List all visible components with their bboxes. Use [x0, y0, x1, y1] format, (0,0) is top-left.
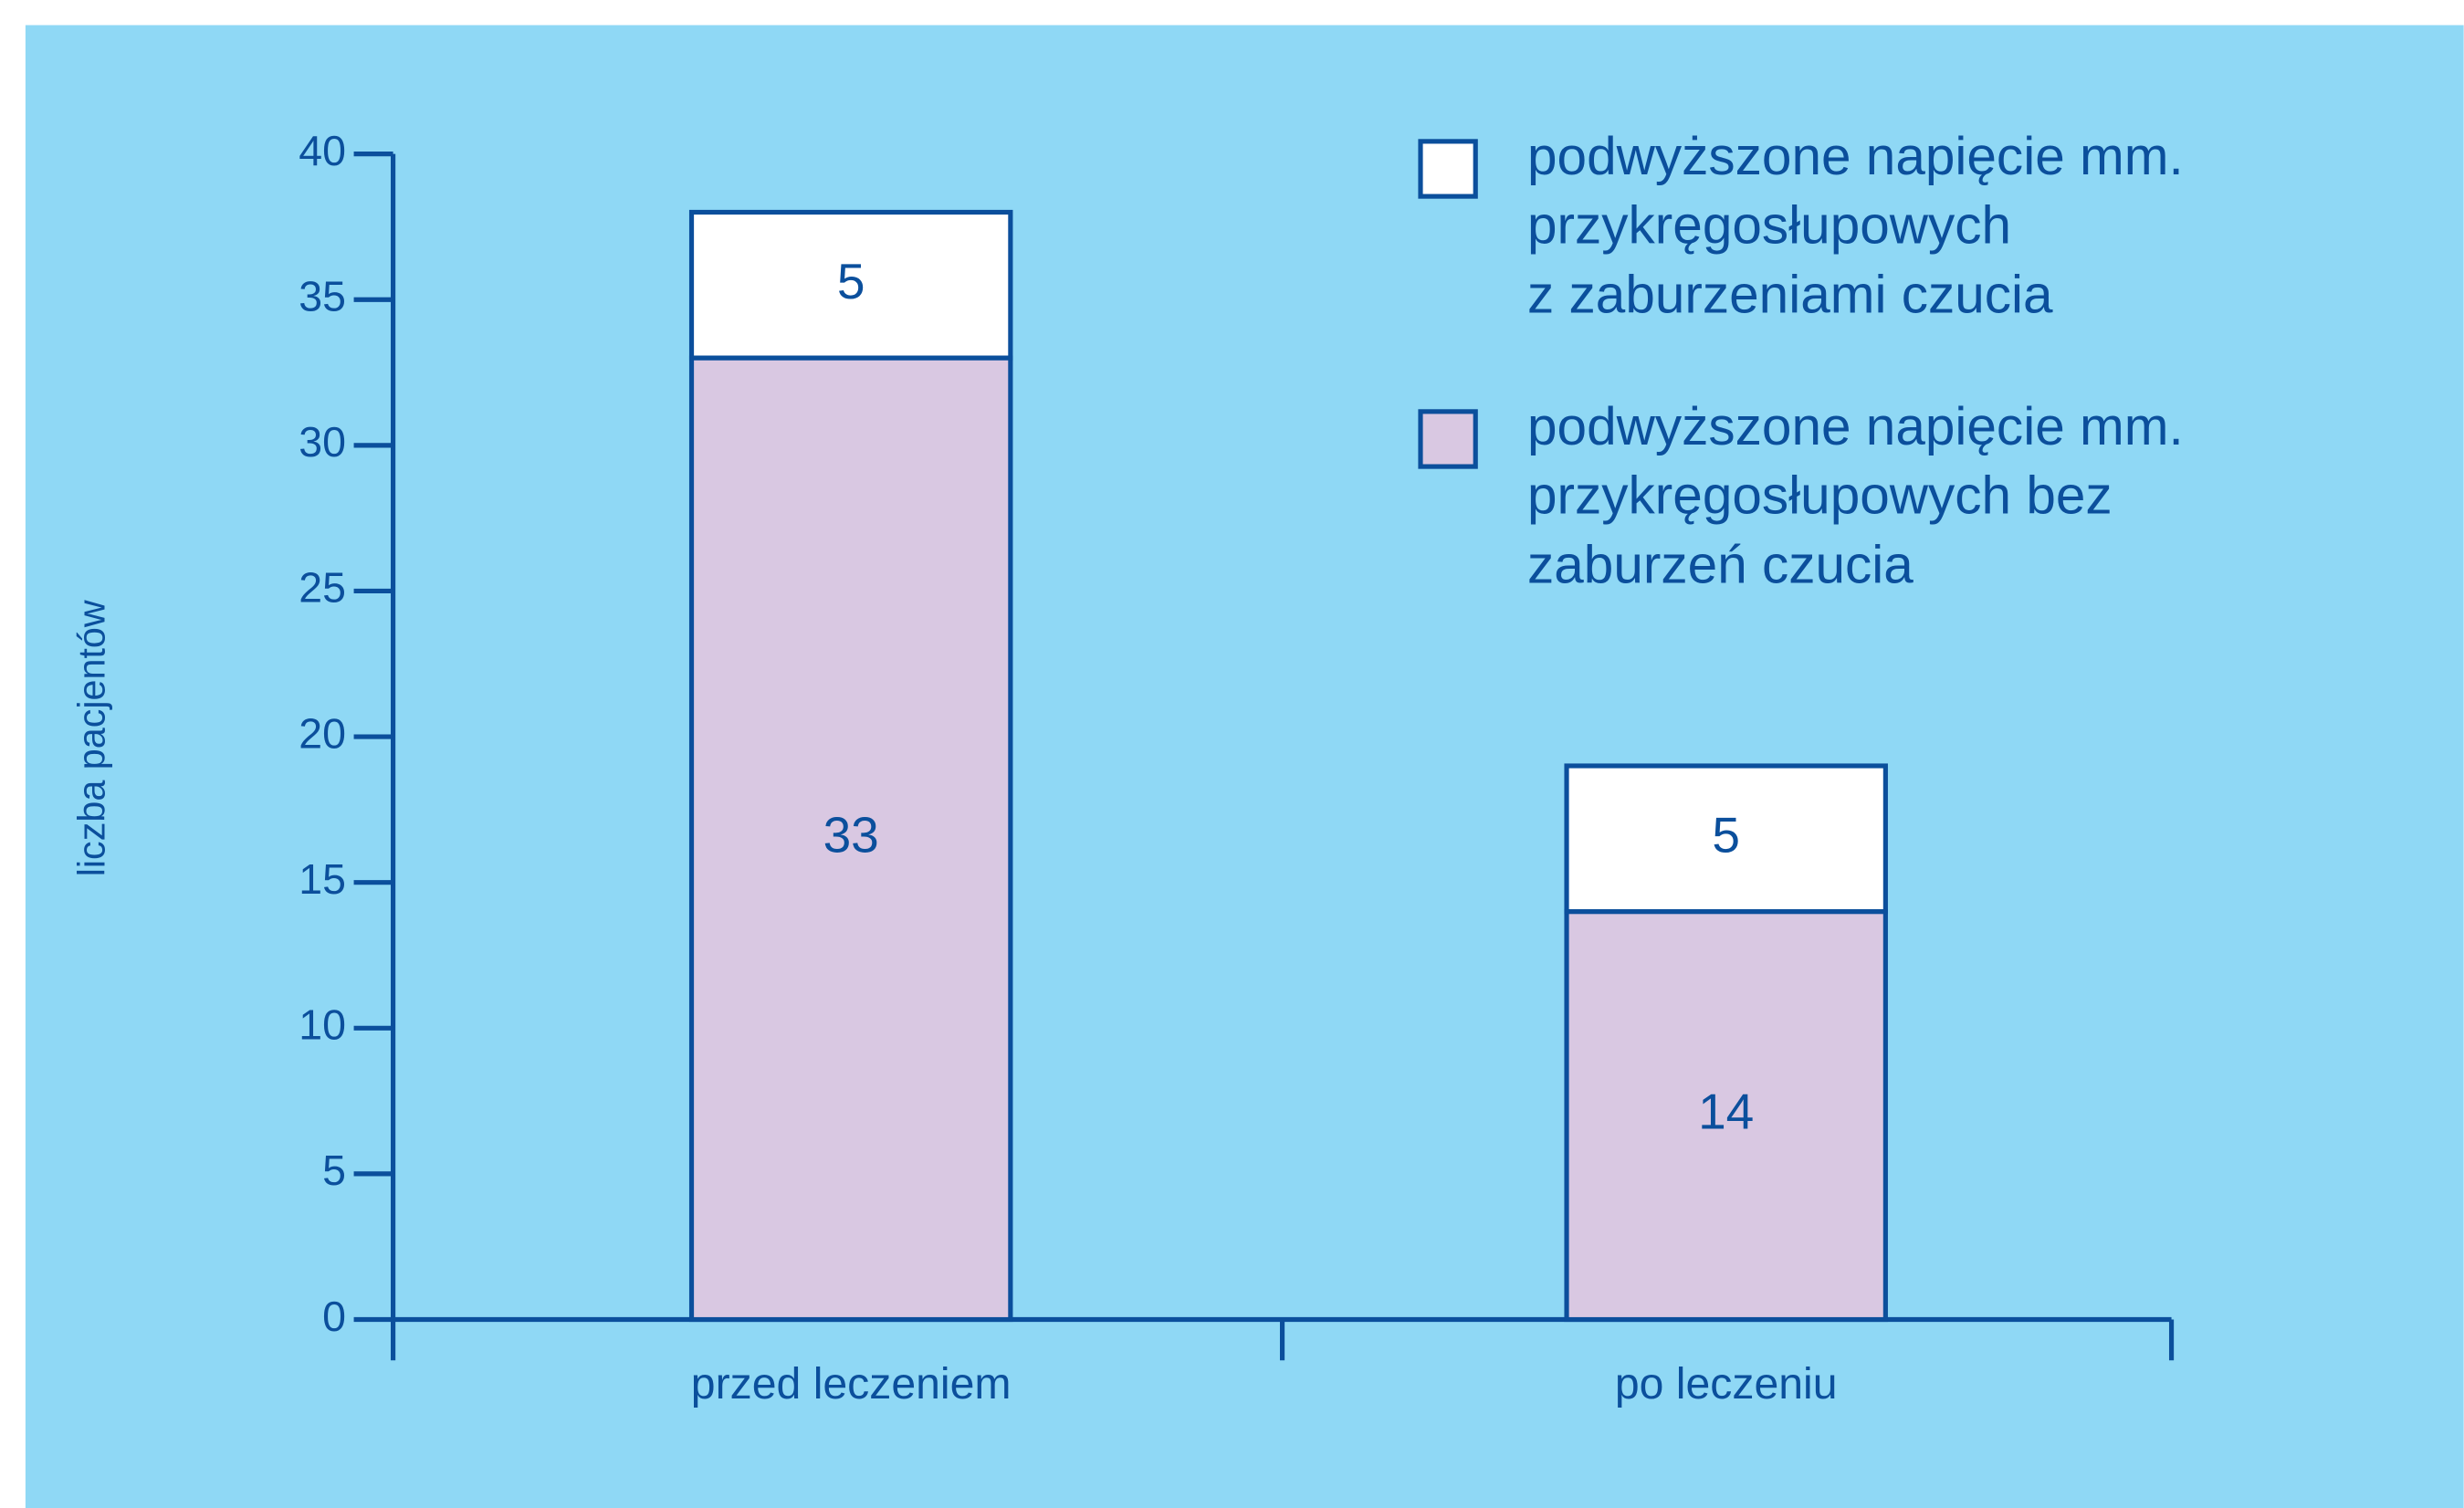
data-label: 5 [1712, 806, 1740, 863]
legend-swatch [1418, 409, 1478, 469]
y-tick-label: 0 [322, 1293, 346, 1340]
y-tick-label: 25 [299, 564, 346, 612]
legend-swatch [1418, 139, 1478, 199]
x-tick-label: przed leczeniem [691, 1359, 1012, 1409]
y-tick-label: 30 [299, 418, 346, 466]
data-label: 33 [823, 806, 879, 863]
y-tick-label: 20 [299, 709, 346, 757]
y-axis-title: liczba pacjentów [71, 600, 113, 876]
bar-segment [688, 355, 1013, 1323]
data-label: 14 [1698, 1084, 1754, 1140]
background [25, 25, 2464, 1508]
x-tick-label: po leczeniu [1615, 1359, 1838, 1409]
y-tick-label: 40 [299, 127, 346, 174]
y-tick-label: 10 [299, 1001, 346, 1049]
bar-segment [1564, 909, 1888, 1323]
legend-item: podwyższone napięcie mm. przykręgosłupow… [1527, 127, 2184, 326]
data-label: 5 [837, 253, 865, 309]
y-tick-label: 5 [322, 1147, 346, 1194]
bar-segment [1564, 763, 1888, 915]
legend-label: podwyższone napięcie mm. przykręgosłupow… [1527, 127, 2184, 326]
y-tick-label: 35 [299, 273, 346, 320]
y-tick-label: 15 [299, 855, 346, 903]
legend-item: podwyższone napięcie mm. przykręgosłupow… [1527, 397, 2184, 596]
bar-segment [688, 209, 1013, 361]
legend-label: podwyższone napięcie mm. przykręgosłupow… [1527, 397, 2184, 596]
